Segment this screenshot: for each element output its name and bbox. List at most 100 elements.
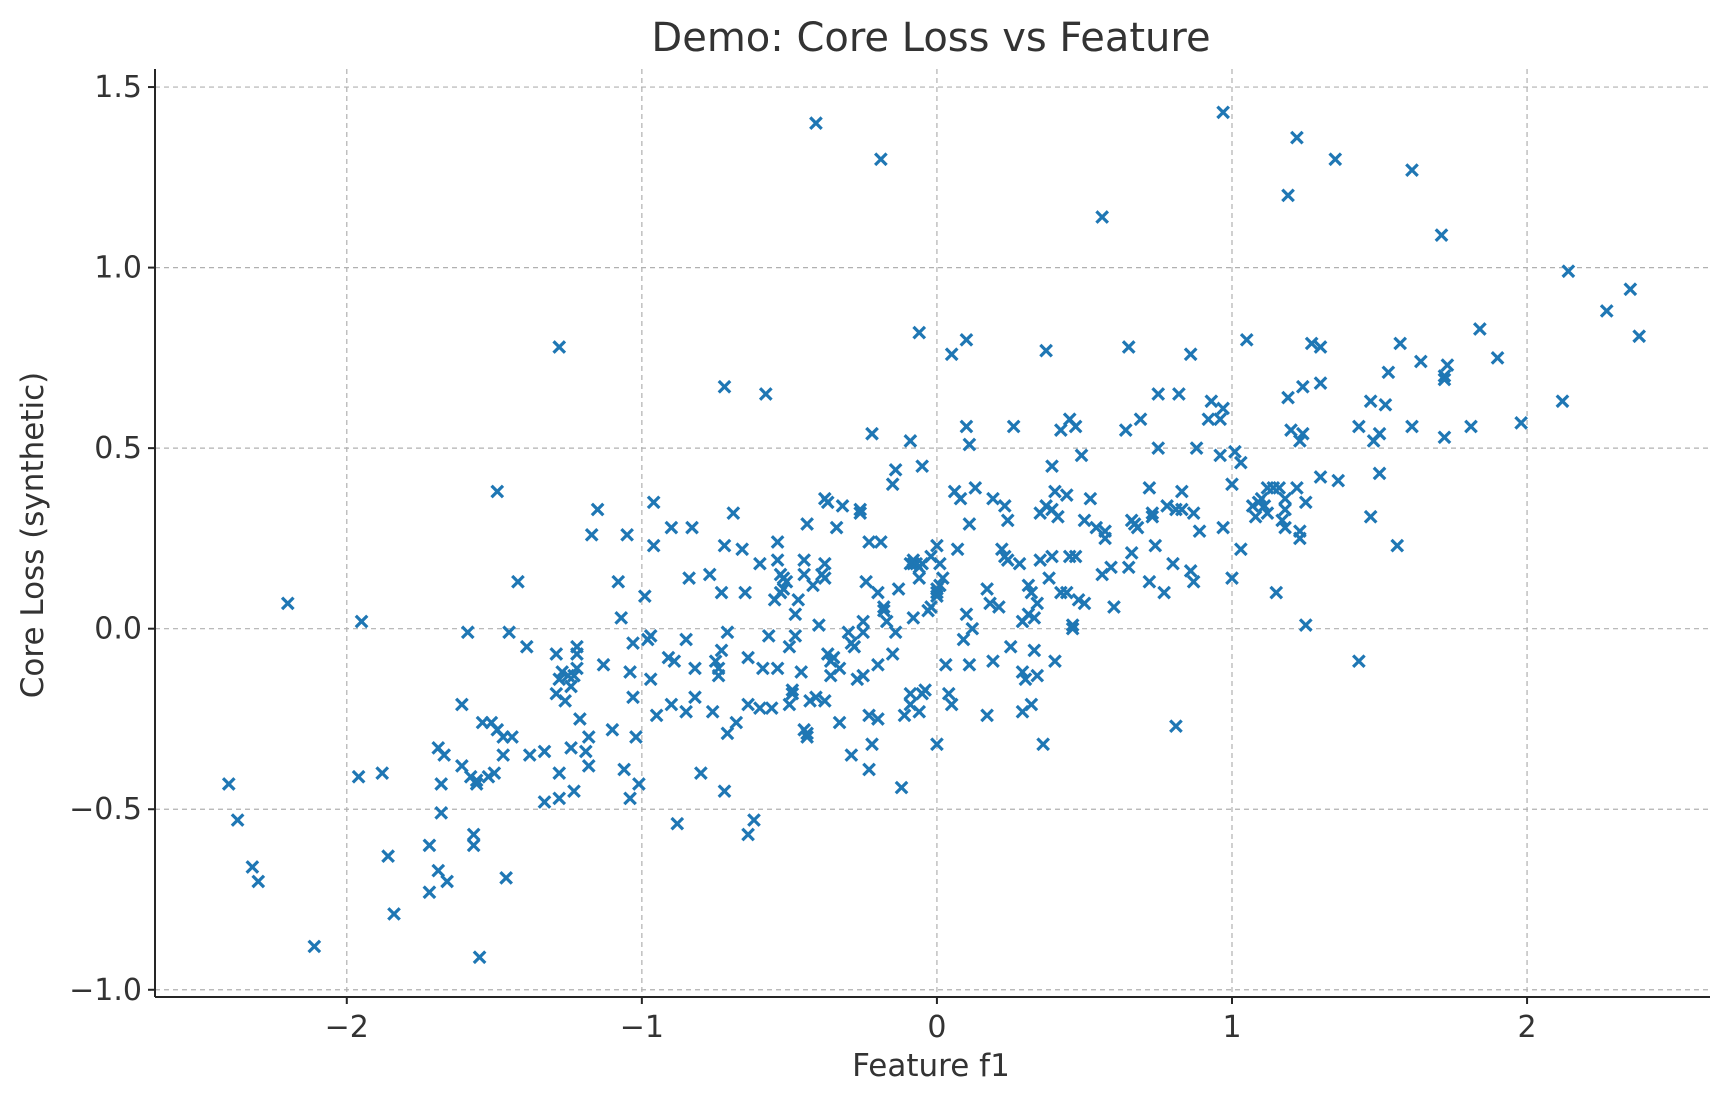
data-point: [537, 795, 552, 809]
data-point: [688, 661, 702, 676]
data-point: [1278, 520, 1292, 535]
data-point: [856, 614, 871, 629]
data-point: [726, 506, 741, 521]
data-point: [874, 152, 888, 167]
data-point: [1174, 502, 1189, 517]
x-tick-label: 0: [927, 1010, 946, 1045]
data-point: [1623, 282, 1638, 297]
data-point: [856, 668, 871, 683]
data-point: [499, 870, 513, 885]
data-point: [1434, 228, 1449, 242]
data-point: [440, 874, 454, 889]
data-point: [590, 502, 605, 517]
data-point: [1030, 668, 1045, 683]
data-point: [874, 535, 888, 549]
data-point: [578, 744, 593, 759]
data-point: [1437, 372, 1452, 387]
data-point: [761, 629, 776, 643]
data-point: [1048, 484, 1062, 499]
data-point: [1216, 401, 1231, 416]
data-point: [1390, 538, 1405, 553]
data-point: [555, 665, 570, 679]
data-point: [992, 600, 1006, 614]
data-point: [1295, 426, 1310, 441]
data-point: [629, 730, 643, 744]
grid-lines: [155, 69, 1710, 997]
data-point: [835, 499, 850, 513]
data-point: [1278, 502, 1292, 517]
data-point: [938, 657, 953, 672]
data-point: [930, 589, 944, 604]
data-point: [522, 748, 537, 762]
data-point: [986, 654, 1000, 669]
x-tick-label: 2: [1518, 1010, 1537, 1045]
data-point: [422, 885, 437, 900]
data-point: [646, 495, 661, 510]
data-point: [1059, 585, 1074, 600]
data-point: [1372, 466, 1387, 481]
data-point: [809, 690, 823, 705]
data-point: [1295, 379, 1310, 394]
data-point: [885, 477, 900, 492]
data-point: [1000, 513, 1015, 528]
data-point: [930, 538, 944, 553]
data-point: [876, 600, 891, 614]
x-axis-ticks: −2 −1 0 1 2: [325, 997, 1537, 1045]
data-point: [1225, 571, 1239, 585]
data-point: [280, 596, 295, 611]
data-point: [1313, 470, 1328, 484]
data-point: [1292, 524, 1307, 539]
data-point: [1104, 560, 1118, 575]
data-point: [980, 582, 994, 596]
data-point: [584, 527, 599, 542]
data-point: [1174, 484, 1189, 499]
data-point: [251, 874, 266, 889]
data-point: [573, 712, 587, 726]
data-point: [1233, 542, 1248, 557]
data-point: [779, 574, 794, 589]
data-point: [950, 542, 965, 557]
data-point: [817, 556, 832, 571]
data-point: [1372, 426, 1387, 441]
data-point: [460, 625, 475, 640]
data-point: [800, 517, 814, 531]
data-point: [741, 697, 755, 712]
data-point: [1514, 416, 1529, 430]
data-point: [455, 697, 469, 712]
data-point: [1068, 419, 1083, 434]
data-point: [959, 607, 974, 622]
data-point: [381, 849, 395, 864]
data-point: [1039, 343, 1053, 358]
data-point: [1012, 556, 1027, 571]
data-point: [1098, 531, 1112, 546]
data-point: [496, 748, 511, 762]
data-point: [679, 632, 693, 647]
data-point: [230, 813, 245, 827]
data-point: [1440, 358, 1455, 372]
y-tick-label: 0.0: [94, 612, 142, 647]
data-point: [962, 437, 977, 452]
y-tick-label: −1.0: [69, 973, 142, 1008]
data-point: [581, 730, 596, 744]
data-point: [1145, 506, 1160, 521]
data-point: [1018, 672, 1033, 687]
data-point: [558, 694, 573, 708]
data-point: [490, 484, 505, 499]
data-point: [1036, 737, 1051, 752]
data-point: [1233, 455, 1248, 470]
data-point: [1561, 264, 1576, 279]
data-point: [617, 762, 632, 777]
data-point: [741, 650, 755, 665]
data-point: [623, 665, 637, 679]
data-point: [871, 712, 885, 726]
data-point: [643, 629, 658, 643]
data-point: [1006, 419, 1021, 434]
data-point: [1148, 538, 1163, 553]
data-point: [1328, 152, 1343, 167]
data-point: [1083, 491, 1098, 506]
data-point: [1405, 419, 1419, 434]
data-point: [1216, 105, 1231, 120]
data-point: [1381, 365, 1396, 380]
data-point: [307, 939, 322, 954]
data-point: [980, 708, 994, 723]
